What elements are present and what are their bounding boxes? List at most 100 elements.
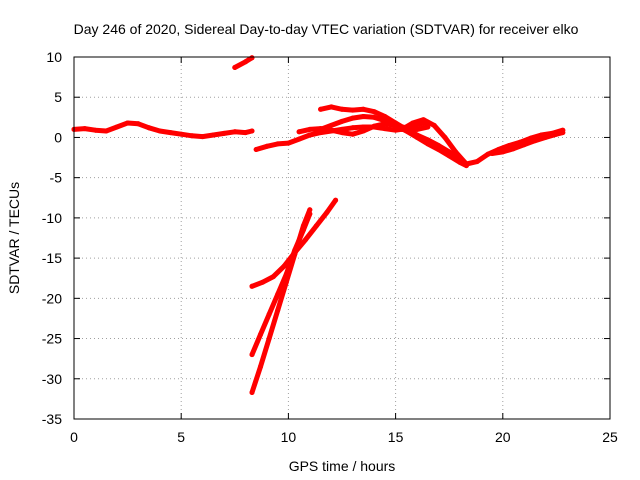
data-point: [414, 132, 420, 138]
series-arc-7: [399, 117, 566, 167]
data-point: [307, 126, 313, 132]
data-point: [92, 127, 98, 133]
data-point: [275, 141, 281, 147]
data-point: [425, 124, 431, 130]
data-point: [446, 149, 452, 155]
data-point: [485, 151, 491, 157]
y-tick-label: -25: [42, 331, 62, 347]
data-point: [360, 128, 366, 134]
data-point: [339, 130, 345, 136]
data-point: [393, 127, 399, 133]
data-point: [431, 122, 437, 128]
data-point: [168, 130, 173, 136]
grid: [74, 57, 610, 419]
data-point: [258, 364, 263, 370]
data-point: [436, 143, 441, 148]
data-point: [360, 106, 366, 112]
data-point: [296, 129, 302, 135]
data-point: [328, 122, 334, 128]
data-point: [232, 129, 238, 135]
data-point: [560, 130, 566, 136]
data-point: [82, 126, 88, 132]
data-point: [474, 159, 480, 165]
y-axis-label: SDTVAR / TECUs: [6, 182, 22, 294]
data-point: [270, 274, 276, 280]
data-point: [249, 128, 255, 134]
x-tick-label: 20: [495, 429, 511, 445]
data-point: [264, 143, 270, 149]
data-point: [178, 131, 184, 137]
data-point: [410, 120, 416, 126]
data-point: [425, 137, 431, 143]
data-point: [382, 126, 388, 132]
data-point: [285, 140, 291, 146]
data-point: [328, 104, 334, 110]
data-point: [371, 123, 377, 129]
data-point: [339, 118, 345, 124]
data-point: [506, 143, 512, 148]
data-point: [303, 237, 309, 243]
data-point: [266, 311, 272, 317]
y-tick-label: 10: [46, 49, 62, 65]
data-point: [382, 121, 388, 127]
data-point: [249, 283, 255, 289]
y-tick-label: 5: [54, 89, 62, 105]
data-point: [521, 142, 527, 148]
y-tick-label: -20: [42, 290, 62, 306]
data-point: [249, 55, 255, 61]
data-point: [421, 117, 426, 123]
data-point: [103, 128, 109, 134]
data-point: [189, 133, 195, 139]
data-point: [414, 126, 420, 132]
data-point: [125, 120, 131, 126]
data-point: [253, 147, 259, 152]
data-point: [249, 390, 255, 395]
data-point: [292, 250, 298, 255]
data-point: [453, 149, 459, 155]
x-tick-label: 15: [388, 429, 404, 445]
data-point: [258, 332, 263, 337]
series-arc-10: [249, 211, 313, 358]
data-point: [350, 131, 356, 137]
x-axis-label: GPS time / hours: [289, 458, 396, 474]
data-point: [200, 134, 206, 140]
data-point: [463, 161, 469, 167]
axis-ticks: 0 5 10 15 20 25 10 5 0 -5 -10 -15 -20 -25 -30 -35: [42, 49, 618, 445]
data-series: [71, 55, 566, 395]
y-tick-label: -15: [42, 250, 62, 266]
data-point: [350, 107, 356, 113]
chart-title: Day 246 of 2020, Sidereal Day-to-day VTE…: [74, 21, 579, 37]
data-point: [243, 59, 248, 65]
data-point: [393, 122, 399, 128]
data-point: [243, 130, 248, 136]
data-point: [500, 149, 506, 155]
data-point: [318, 106, 324, 112]
data-point: [371, 114, 377, 120]
data-point: [296, 136, 302, 142]
data-point: [157, 128, 163, 134]
data-point: [350, 115, 356, 121]
data-point: [283, 271, 289, 277]
data-point: [249, 352, 255, 358]
x-tick-label: 5: [177, 429, 185, 445]
data-point: [210, 132, 216, 138]
data-point: [511, 146, 516, 152]
data-point: [300, 227, 306, 233]
data-point: [114, 124, 120, 130]
data-point: [146, 125, 152, 131]
y-tick-label: -30: [42, 371, 62, 387]
data-point: [307, 132, 313, 138]
data-point: [553, 131, 559, 137]
data-point: [360, 114, 366, 119]
data-point: [221, 130, 227, 136]
data-point: [266, 336, 272, 342]
data-point: [275, 291, 281, 297]
y-tick-label: 0: [54, 129, 62, 145]
data-point: [442, 134, 448, 140]
x-tick-label: 10: [281, 429, 297, 445]
y-tick-label: -35: [42, 411, 62, 427]
data-point: [399, 126, 405, 132]
data-point: [489, 151, 495, 156]
